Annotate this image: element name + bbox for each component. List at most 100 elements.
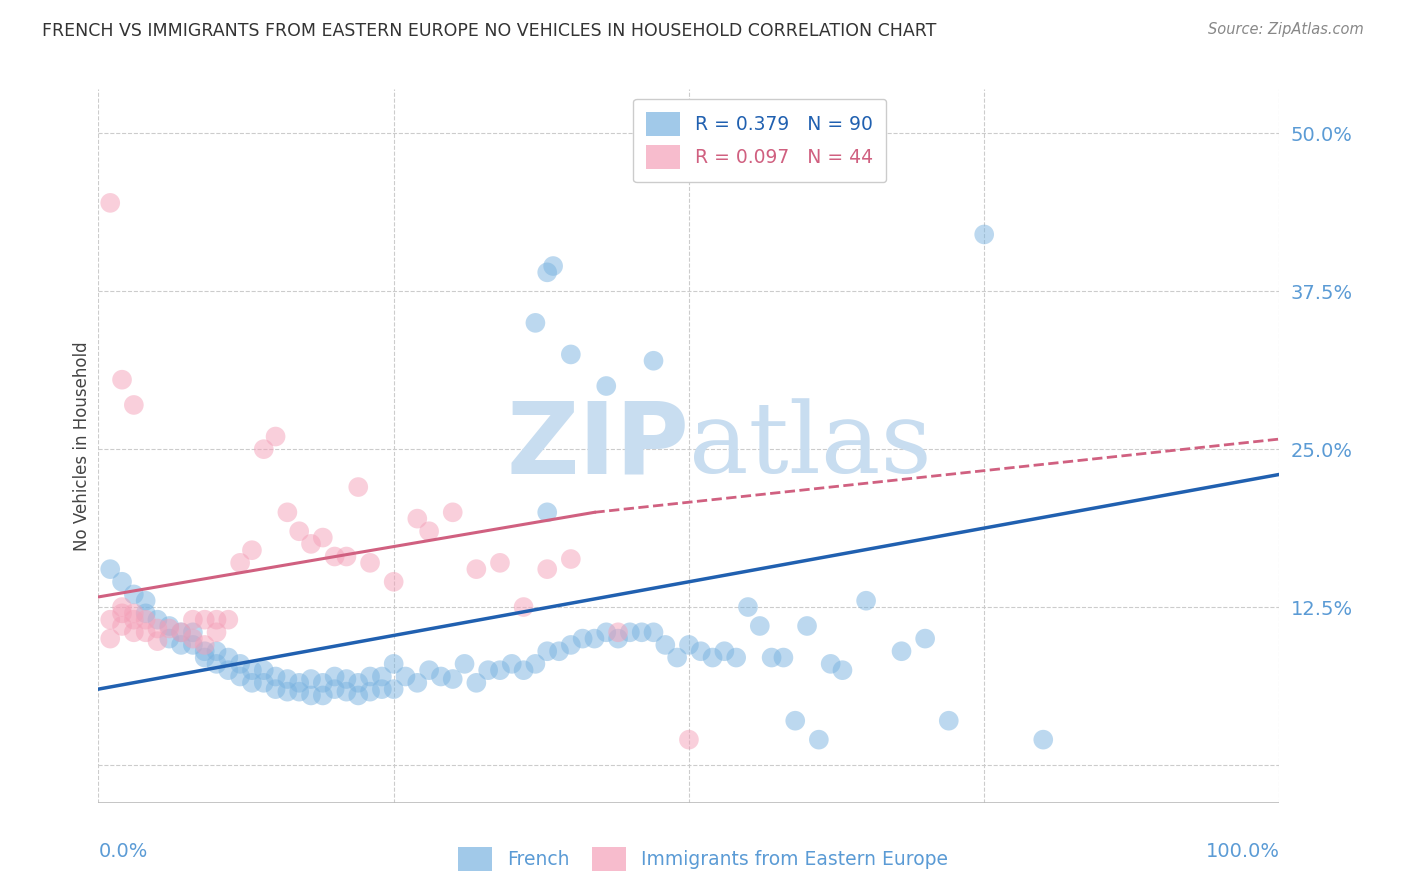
Point [571, 632, 593, 646]
Point [181, 625, 204, 640]
Point [288, 684, 311, 698]
Point [157, 622, 180, 636]
Point [524, 316, 547, 330]
Point [157, 619, 180, 633]
Point [205, 657, 228, 671]
Point [1032, 732, 1054, 747]
Point [501, 657, 523, 671]
Point [394, 669, 416, 683]
Point [725, 650, 748, 665]
Point [666, 650, 689, 665]
Point [312, 689, 335, 703]
Point [418, 524, 440, 539]
Point [240, 663, 263, 677]
Point [111, 373, 134, 387]
Point [418, 663, 440, 677]
Point [689, 644, 711, 658]
Point [465, 562, 488, 576]
Point [560, 347, 582, 361]
Point [181, 632, 204, 646]
Point [785, 714, 807, 728]
Point [229, 556, 252, 570]
Point [312, 675, 335, 690]
Point [430, 669, 453, 683]
Point [595, 625, 617, 640]
Text: FRENCH VS IMMIGRANTS FROM EASTERN EUROPE NO VEHICLES IN HOUSEHOLD CORRELATION CH: FRENCH VS IMMIGRANTS FROM EASTERN EUROPE… [42, 22, 936, 40]
Point [170, 638, 193, 652]
Point [630, 625, 652, 640]
Point [135, 613, 157, 627]
Point [748, 619, 770, 633]
Point [607, 632, 630, 646]
Point [157, 632, 180, 646]
Point [299, 672, 322, 686]
Point [536, 644, 558, 658]
Point [122, 625, 145, 640]
Point [831, 663, 853, 677]
Point [347, 689, 370, 703]
Point [146, 613, 169, 627]
Point [702, 650, 724, 665]
Point [276, 505, 298, 519]
Point [371, 669, 394, 683]
Point [382, 682, 405, 697]
Point [217, 650, 239, 665]
Point [229, 669, 252, 683]
Point [98, 562, 121, 576]
Point [524, 657, 547, 671]
Point [194, 638, 217, 652]
Point [135, 607, 157, 621]
Point [453, 657, 475, 671]
Point [335, 549, 357, 564]
Point [111, 574, 134, 589]
Point [560, 552, 582, 566]
Text: atlas: atlas [689, 398, 932, 494]
Point [359, 684, 381, 698]
Point [181, 613, 204, 627]
Point [347, 480, 370, 494]
Point [122, 613, 145, 627]
Point [560, 638, 582, 652]
Point [796, 619, 818, 633]
Point [323, 669, 346, 683]
Point [406, 511, 429, 525]
Point [323, 549, 346, 564]
Point [217, 613, 239, 627]
Point [217, 663, 239, 677]
Point [548, 644, 571, 658]
Point [288, 524, 311, 539]
Point [122, 587, 145, 601]
Point [181, 638, 204, 652]
Point [335, 684, 357, 698]
Point [406, 675, 429, 690]
Point [240, 675, 263, 690]
Point [820, 657, 842, 671]
Text: 0.0%: 0.0% [98, 842, 148, 861]
Point [122, 398, 145, 412]
Point [477, 663, 499, 677]
Point [713, 644, 735, 658]
Point [240, 543, 263, 558]
Point [938, 714, 960, 728]
Text: 100.0%: 100.0% [1205, 842, 1279, 861]
Point [855, 593, 877, 607]
Point [512, 663, 534, 677]
Point [276, 672, 298, 686]
Point [890, 644, 912, 658]
Point [489, 663, 512, 677]
Point [194, 650, 217, 665]
Text: Source: ZipAtlas.com: Source: ZipAtlas.com [1208, 22, 1364, 37]
Point [761, 650, 783, 665]
Point [122, 607, 145, 621]
Point [194, 644, 217, 658]
Point [347, 675, 370, 690]
Point [276, 684, 298, 698]
Point [146, 622, 169, 636]
Point [737, 600, 759, 615]
Point [441, 672, 464, 686]
Point [205, 644, 228, 658]
Point [512, 600, 534, 615]
Point [583, 632, 606, 646]
Point [973, 227, 995, 242]
Point [359, 556, 381, 570]
